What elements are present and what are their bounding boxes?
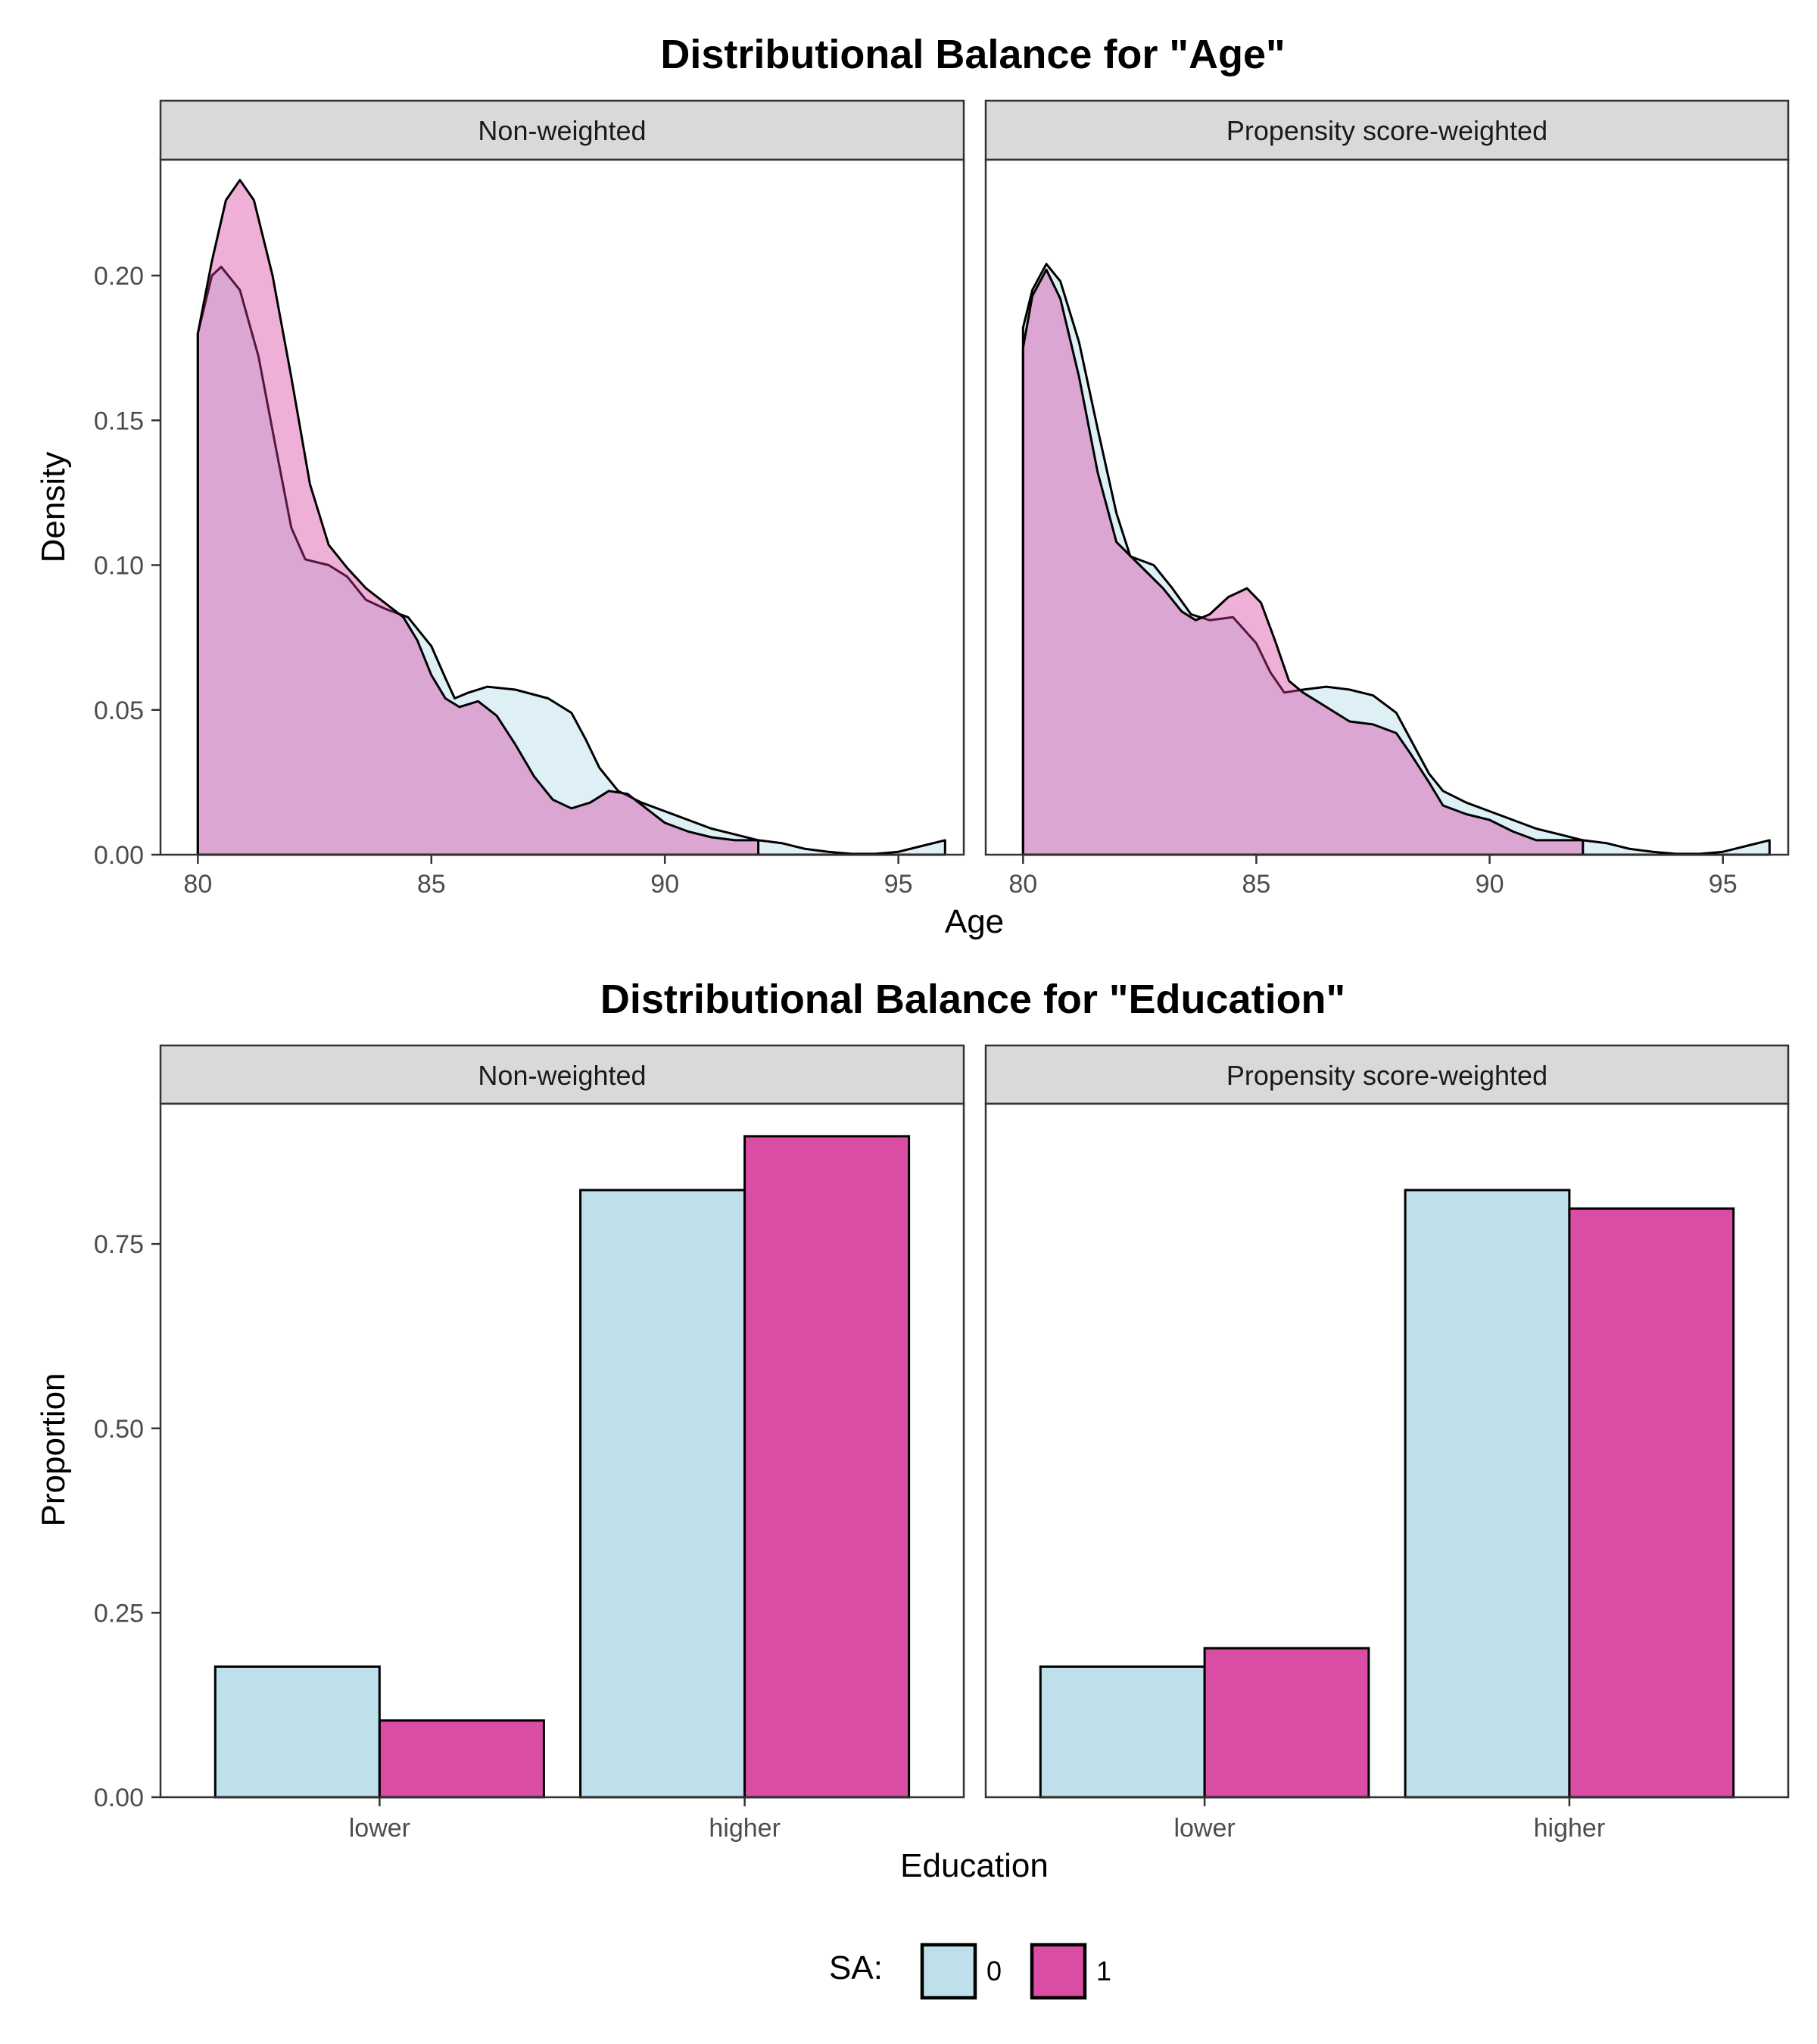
- legend-key-sa-1: [1030, 1943, 1087, 2000]
- bar-lower-sa-0: [1039, 1665, 1206, 1799]
- x-tick-label: 95: [1709, 870, 1738, 899]
- legend-title: SA:: [829, 1949, 883, 1986]
- facet-strip-label: Propensity score-weighted: [1226, 115, 1547, 146]
- y-axis-title: Density: [35, 452, 72, 563]
- facet-strip: [159, 1044, 965, 1105]
- education-chart-title: Distributional Balance for "Education": [600, 977, 1345, 1022]
- x-tick-label: lower: [349, 1814, 410, 1843]
- x-tick-label: higher: [1534, 1814, 1606, 1843]
- education-panel-non-weighted: Non-weighted lower higher: [159, 1044, 965, 1843]
- x-tick-label: 80: [1008, 870, 1037, 899]
- x-tick-label: 80: [183, 870, 212, 899]
- bar-lower-sa-0: [213, 1665, 381, 1799]
- facet-strip-label: Non-weighted: [478, 115, 646, 146]
- x-axis-title: Age: [945, 903, 1004, 940]
- x-tick-label: 90: [1476, 870, 1504, 899]
- density-area-sa-0: [1021, 263, 1771, 856]
- y-tick-label: 0.00: [94, 1784, 144, 1812]
- education-panel-weighted: Propensity score-weighted lower higher: [984, 1044, 1790, 1843]
- bar-higher-sa-0: [1404, 1189, 1571, 1799]
- density-area-sa-0: [196, 266, 946, 856]
- facet-strip: [984, 99, 1790, 161]
- y-tick-label: 0.25: [94, 1599, 144, 1628]
- y-tick-label: 0.00: [94, 841, 144, 870]
- bar-higher-sa-0: [579, 1189, 746, 1799]
- y-axis-title: Proportion: [35, 1373, 72, 1526]
- facet-strip: [159, 99, 965, 161]
- x-tick-label: 85: [1242, 870, 1271, 899]
- panel-border: [984, 1102, 1790, 1799]
- legend-key-sa-0: [920, 1943, 977, 2000]
- age-chart-title: Distributional Balance for "Age": [660, 32, 1285, 77]
- legend-label-sa-0: 0: [986, 1955, 1002, 1986]
- x-tick-label: 90: [650, 870, 679, 899]
- facet-strip-label: Propensity score-weighted: [1226, 1060, 1547, 1091]
- panel-background: [161, 160, 964, 855]
- panel-border: [159, 158, 965, 856]
- x-tick-label: lower: [1173, 1814, 1235, 1843]
- y-tick-label: 0.50: [94, 1415, 144, 1444]
- panel-border: [159, 1102, 965, 1799]
- bar-higher-sa-1: [743, 1135, 911, 1799]
- panel-background: [986, 160, 1788, 855]
- legend-label-sa-1: 1: [1096, 1955, 1111, 1986]
- y-tick-label: 0.15: [94, 407, 144, 435]
- x-tick-label: higher: [709, 1814, 781, 1843]
- y-tick-label: 0.20: [94, 262, 144, 291]
- x-axis-title: Education: [900, 1847, 1049, 1884]
- panel-border: [984, 158, 1790, 856]
- bar-higher-sa-1: [1568, 1207, 1735, 1799]
- x-tick-label: 95: [884, 870, 913, 899]
- bar-lower-sa-1: [1203, 1647, 1370, 1799]
- facet-strip-label: Non-weighted: [478, 1060, 646, 1091]
- y-tick-label: 0.75: [94, 1230, 144, 1259]
- y-tick-label: 0.10: [94, 552, 144, 581]
- age-panel-non-weighted: Non-weighted 80 85 90 95: [159, 99, 965, 899]
- x-tick-label: 85: [417, 870, 446, 899]
- density-area-sa-1: [196, 179, 760, 856]
- bar-lower-sa-1: [378, 1719, 545, 1799]
- legend: SA: 0 1: [829, 1943, 1111, 2000]
- y-tick-label: 0.05: [94, 696, 144, 725]
- density-area-sa-1: [1021, 268, 1585, 856]
- age-panel-weighted: Propensity score-weighted 80 85 90 95: [984, 99, 1790, 899]
